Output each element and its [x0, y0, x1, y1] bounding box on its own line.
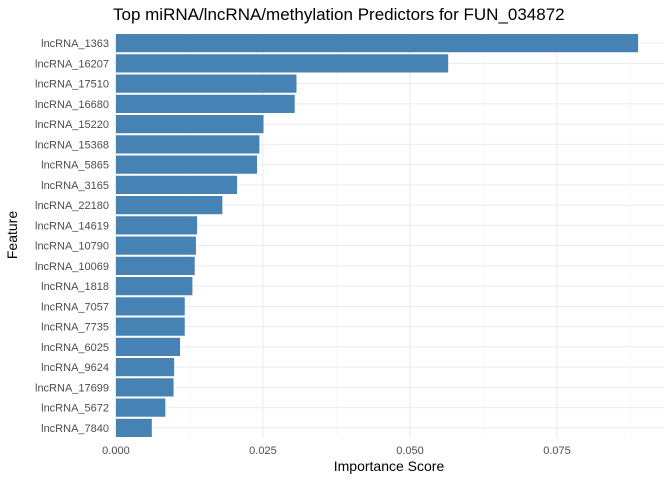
bar-lncRNA_3165: [115, 175, 238, 194]
bar-lncRNA_14619: [115, 216, 198, 235]
chart-title: Top miRNA/lncRNA/methylation Predictors …: [113, 5, 565, 24]
y-tick-label: lncRNA_16207: [35, 58, 109, 70]
bar-lncRNA_16207: [115, 54, 449, 73]
bar-lncRNA_22180: [115, 196, 223, 215]
y-tick-label: lncRNA_7057: [41, 301, 109, 313]
bar-lncRNA_16680: [115, 94, 295, 113]
y-tick-label: lncRNA_14619: [35, 220, 109, 232]
bar-lncRNA_9624: [115, 358, 175, 377]
y-axis-title: Feature: [4, 211, 20, 259]
y-tick-label: lncRNA_15220: [35, 119, 109, 131]
y-tick-label: lncRNA_22180: [35, 200, 109, 212]
y-tick-label: lncRNA_7840: [41, 423, 109, 435]
y-tick-label: lncRNA_3165: [41, 180, 109, 192]
bar-lncRNA_17510: [115, 74, 297, 93]
y-tick-label: lncRNA_17699: [35, 382, 109, 394]
x-tick-label: 0.025: [249, 445, 277, 457]
bar-lncRNA_6025: [115, 337, 181, 356]
bar-lncRNA_5865: [115, 155, 258, 174]
bar-lncRNA_17699: [115, 378, 174, 397]
y-tick-label: lncRNA_10790: [35, 241, 109, 253]
bar-lncRNA_10069: [115, 256, 195, 275]
y-tick-label: lncRNA_6025: [41, 342, 109, 354]
y-tick-label: lncRNA_5672: [41, 403, 109, 415]
grid: [113, 33, 664, 438]
bar-lncRNA_7057: [115, 297, 185, 316]
y-tick-label: lncRNA_17510: [35, 79, 109, 91]
bar-lncRNA_10790: [115, 236, 196, 255]
x-tick-label: 0.075: [543, 445, 571, 457]
x-axis-title: Importance Score: [334, 458, 445, 474]
x-tick-label: 0.000: [102, 445, 130, 457]
x-tick-labels: 0.000 0.025 0.050 0.075: [102, 445, 571, 457]
y-tick-label: lncRNA_5865: [41, 160, 109, 172]
bar-lncRNA_7735: [115, 317, 185, 336]
y-tick-labels: lncRNA_1363 lncRNA_16207 lncRNA_17510 lncRN…: [35, 38, 109, 435]
x-tick-label: 0.050: [396, 445, 424, 457]
y-tick-label: lncRNA_1818: [41, 281, 109, 293]
y-tick-label: lncRNA_15368: [35, 139, 109, 151]
bar-lncRNA_15220: [115, 115, 264, 134]
bars: [115, 34, 639, 437]
bar-lncRNA_5672: [115, 398, 166, 417]
bar-lncRNA_15368: [115, 135, 260, 154]
bar-lncRNA_7840: [115, 418, 152, 437]
bar-lncRNA_1363: [115, 34, 639, 53]
y-tick-label: lncRNA_1363: [41, 38, 109, 50]
y-tick-label: lncRNA_7735: [41, 322, 109, 334]
y-tick-label: lncRNA_10069: [35, 261, 109, 273]
y-tick-label: lncRNA_16680: [35, 99, 109, 111]
bar-lncRNA_1818: [115, 277, 193, 296]
y-tick-label: lncRNA_9624: [41, 362, 109, 374]
